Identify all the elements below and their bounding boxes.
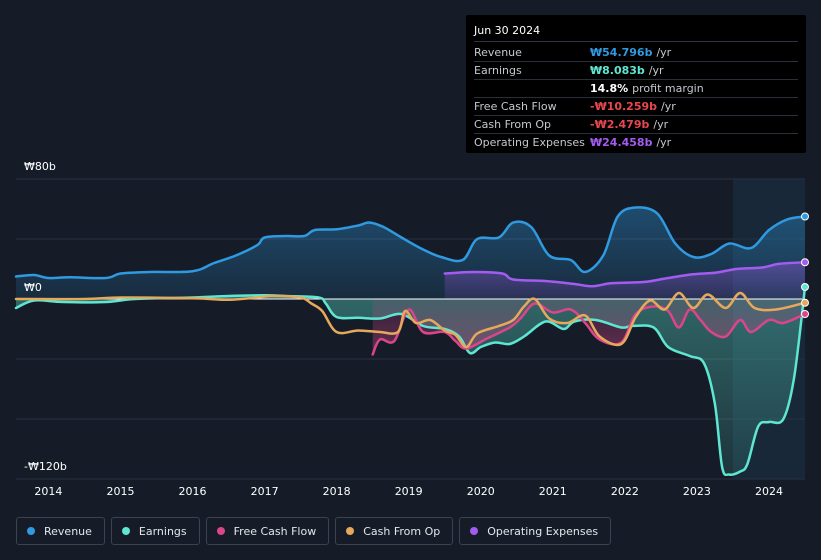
endpoint-cash-from-op xyxy=(801,298,809,307)
tooltip-row: Free Cash Flow -₩10.259b/yr xyxy=(474,98,798,116)
tooltip-row-unit: /yr xyxy=(656,136,672,149)
tooltip-row-unit: /yr xyxy=(653,118,669,131)
endpoint-free-cash-flow xyxy=(801,310,809,318)
tooltip-row: Earnings ₩8.083b/yr xyxy=(474,62,798,80)
x-tick-label: 2015 xyxy=(106,485,134,498)
tooltip-row: Operating Expenses ₩24.458b/yr xyxy=(474,134,798,151)
legend-label: Revenue xyxy=(44,524,92,538)
series-fill-operating-expenses xyxy=(444,262,805,299)
endpoint-earnings xyxy=(801,283,809,291)
legend-label: Operating Expenses xyxy=(487,524,599,538)
tooltip-rows: Revenue ₩54.796b/yr Earnings ₩8.083b/yr 14.8… xyxy=(474,44,798,151)
series-lines xyxy=(14,206,807,477)
legend: Revenue Earnings Free Cash Flow Cash From O… xyxy=(16,517,612,545)
x-tick-label: 2016 xyxy=(179,485,207,498)
x-tick-label: 2018 xyxy=(323,485,351,498)
x-tick-label: 2021 xyxy=(539,485,567,498)
x-tick-label: 2024 xyxy=(755,485,783,498)
tooltip-row: 14.8% profit margin xyxy=(474,80,798,98)
series-line-cash-from-op xyxy=(14,291,807,349)
legend-item-cash-from-op[interactable]: Cash From Op xyxy=(335,517,454,545)
tooltip-row-value: ₩24.458b xyxy=(590,136,653,149)
legend-item-revenue[interactable]: Revenue xyxy=(16,517,105,545)
legend-dot-icon xyxy=(121,527,130,535)
series-line-operating-expenses xyxy=(443,261,807,288)
x-tick-label: 2022 xyxy=(611,485,639,498)
series-fills xyxy=(16,207,805,475)
tooltip-row: Cash From Op -₩2.479b/yr xyxy=(474,116,798,134)
y-axis-labels: ₩80b ₩0 -₩120b xyxy=(24,160,67,473)
x-tick-label: 2014 xyxy=(34,485,62,498)
legend-item-earnings[interactable]: Earnings xyxy=(110,517,200,545)
endpoint-revenue xyxy=(801,212,809,221)
tooltip-row-label: Free Cash Flow xyxy=(474,100,557,113)
tooltip-row-unit: /yr xyxy=(648,64,664,77)
tooltip-row-value: ₩8.083b xyxy=(590,64,645,77)
tooltip-row-value: 14.8% xyxy=(590,82,629,95)
legend-item-free-cash-flow[interactable]: Free Cash Flow xyxy=(205,517,330,545)
tooltip-row-label: Cash From Op xyxy=(474,118,552,131)
tooltip-row-label: Earnings xyxy=(474,64,522,77)
legend-dot-icon xyxy=(470,527,479,535)
legend-dot-icon xyxy=(27,527,35,535)
legend-label: Earnings xyxy=(138,524,187,538)
x-tick-label: 2017 xyxy=(251,485,279,498)
series-line-free-cash-flow xyxy=(371,302,807,356)
tooltip-date: Jun 30 2024 xyxy=(474,21,798,42)
x-tick-label: 2019 xyxy=(395,485,423,498)
endpoint-operating-expenses xyxy=(801,258,809,267)
tooltip-row: Revenue ₩54.796b/yr xyxy=(474,44,798,62)
series-fill-revenue xyxy=(16,207,805,299)
series-endpoints xyxy=(801,212,809,318)
legend-item-operating-expenses[interactable]: Operating Expenses xyxy=(459,517,612,545)
tooltip-row-unit: profit margin xyxy=(632,82,704,95)
y-axis-label: ₩0 xyxy=(24,281,42,294)
y-axis-label: ₩80b xyxy=(24,160,56,173)
legend-label: Cash From Op xyxy=(363,524,441,538)
tooltip: Jun 30 2024 Revenue ₩54.796b/yr Earnings ₩8… xyxy=(466,15,806,153)
tooltip-row-label: Revenue xyxy=(474,46,522,59)
x-axis-labels: 2014 2015 2016 2017 2018 2019 2020 2021 2022 2023… xyxy=(34,485,783,498)
legend-dot-icon xyxy=(216,527,225,535)
tooltip-row-value: ₩54.796b xyxy=(590,46,653,59)
tooltip-row-unit: /yr xyxy=(656,46,672,59)
x-tick-label: 2020 xyxy=(467,485,495,498)
series-line-revenue xyxy=(14,206,807,280)
tooltip-row-value: -₩10.259b xyxy=(590,100,658,113)
tooltip-row-label xyxy=(474,80,590,97)
legend-label: Free Cash Flow xyxy=(233,524,317,538)
x-tick-label: 2023 xyxy=(683,485,711,498)
tooltip-row-value: -₩2.479b xyxy=(590,118,650,131)
tooltip-row-unit: /yr xyxy=(661,100,676,113)
y-axis-label: -₩120b xyxy=(24,460,67,473)
tooltip-row-label: Operating Expenses xyxy=(474,136,585,149)
legend-dot-icon xyxy=(346,527,355,535)
